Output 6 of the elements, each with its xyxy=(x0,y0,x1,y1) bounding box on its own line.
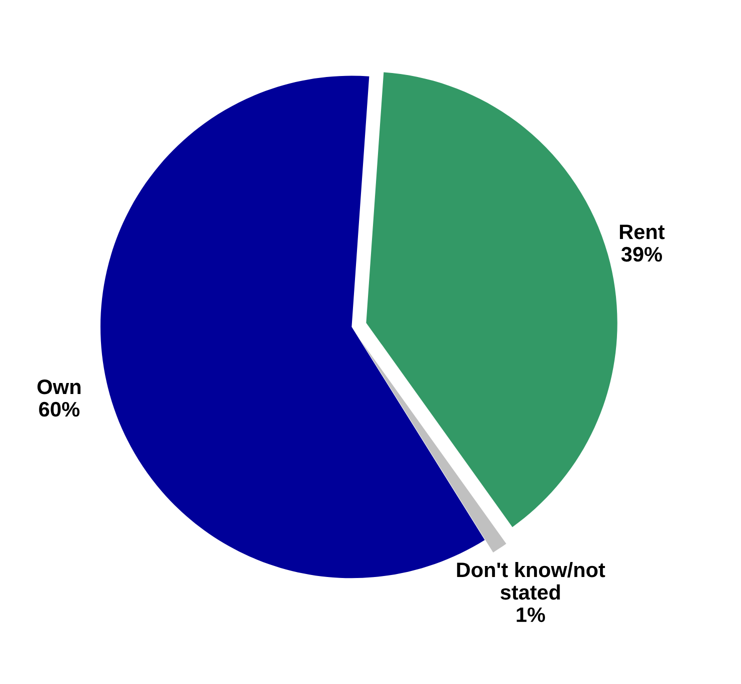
slice-label: Rent xyxy=(620,224,665,240)
slice-label: Own xyxy=(37,379,80,394)
data-label: 39% xyxy=(621,246,662,262)
data-label: 1% xyxy=(516,607,546,622)
slice-label: Don't know/not stated xyxy=(457,562,606,600)
data-label: 60% xyxy=(39,402,80,417)
